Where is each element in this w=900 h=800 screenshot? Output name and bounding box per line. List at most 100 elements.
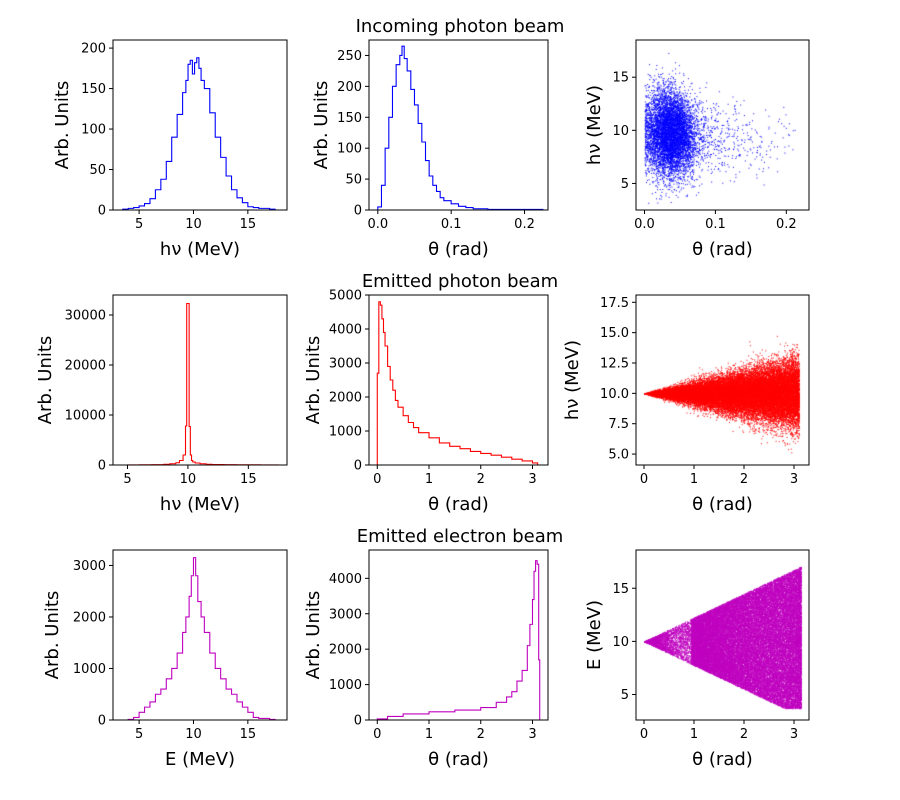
x-tick-label: 0	[640, 727, 648, 742]
x-tick-label: 5	[135, 217, 143, 232]
y-tick-label: 5.0	[608, 448, 629, 463]
y-tick-label: 7.5	[608, 417, 629, 432]
axes-frame	[368, 549, 549, 721]
y-tick-label: 2000	[329, 643, 362, 658]
x-axis-label: E (MeV)	[165, 749, 235, 770]
x-tick-label: 10	[185, 727, 202, 742]
y-tick-label: 100	[81, 123, 106, 138]
y-tick-label: 200	[337, 80, 362, 95]
x-tick-label: 15	[240, 727, 257, 742]
x-tick-label: 2	[740, 727, 748, 742]
scatter-points	[636, 40, 809, 210]
x-tick-label: 2	[477, 472, 485, 487]
y-axis-label: Arb. Units	[42, 591, 63, 680]
y-axis-label: hν (MeV)	[562, 340, 583, 420]
y-tick-label: 20000	[65, 359, 106, 374]
x-tick-label: 15	[240, 217, 257, 232]
axes-frame	[368, 39, 549, 211]
y-tick-label: 0	[98, 459, 106, 474]
y-tick-label: 0	[354, 459, 362, 474]
x-tick-label: 0.0	[634, 217, 655, 232]
x-tick-label: 0	[640, 472, 648, 487]
x-tick-label: 1	[690, 472, 698, 487]
y-axis-label: Arb. Units	[52, 81, 73, 170]
y-tick-label: 0	[354, 204, 362, 219]
chart-p13: 0.0 0.1 0.2 5 10 15 θ (rad) hν (MeV)	[584, 39, 810, 260]
y-tick-label: 15.0	[600, 326, 629, 341]
y-tick-label: 0	[98, 714, 106, 729]
chart-p32: 0 1 2 3 0 1000 2000 3000 4000 θ (rad) Arb. Units	[303, 549, 549, 770]
axes-frame	[635, 39, 810, 211]
y-tick-label: 50	[345, 173, 362, 188]
y-tick-label: 4000	[329, 572, 362, 587]
scatter-points	[636, 295, 809, 465]
x-axis-label: hν (MeV)	[160, 494, 240, 515]
y-tick-label: 15	[612, 71, 629, 86]
y-tick-label: 5000	[329, 289, 362, 304]
row-title-emitted-photon: Emitted photon beam	[362, 271, 558, 292]
axes-frame	[635, 549, 810, 721]
y-tick-label: 1000	[329, 678, 362, 693]
y-axis-label: E (MeV)	[584, 600, 605, 670]
chart-p23: 0 1 2 3 5.0 7.5 10.0 12.5 15.0 17.5 θ (rad) hν (MeV…	[562, 294, 810, 515]
y-tick-label: 3000	[329, 357, 362, 372]
x-axis-label: θ (rad)	[428, 239, 489, 260]
y-tick-label: 10	[612, 124, 629, 139]
y-tick-label: 50	[89, 163, 106, 178]
x-axis-label: θ (rad)	[428, 494, 489, 515]
y-tick-label: 10	[612, 635, 629, 650]
x-tick-label: 0	[373, 472, 381, 487]
x-axis-label: θ (rad)	[428, 749, 489, 770]
chart-p21: 5 10 15 0 10000 20000 30000 hν (MeV) Arb. Units	[35, 294, 288, 515]
y-tick-label: 100	[337, 142, 362, 157]
series-line	[377, 45, 544, 210]
y-tick-label: 1000	[73, 662, 106, 677]
y-tick-label: 10.0	[600, 387, 629, 402]
y-tick-label: 2000	[329, 391, 362, 406]
y-tick-label: 17.5	[600, 296, 629, 311]
axes-frame	[635, 294, 810, 466]
y-tick-label: 12.5	[600, 357, 629, 372]
y-tick-label: 5	[621, 688, 629, 703]
x-tick-label: 1	[425, 727, 433, 742]
x-tick-label: 15	[240, 472, 257, 487]
x-tick-label: 0.1	[705, 217, 726, 232]
x-tick-label: 0.2	[514, 217, 535, 232]
x-tick-label: 5	[123, 472, 131, 487]
y-tick-label: 0	[354, 714, 362, 729]
x-tick-label: 5	[135, 727, 143, 742]
axes-frame	[112, 39, 288, 211]
y-tick-label: 1000	[329, 425, 362, 440]
x-axis-label: hν (MeV)	[160, 239, 240, 260]
y-axis-label: Arb. Units	[303, 591, 324, 680]
chart-p33: 0 1 2 3 5 10 15 θ (rad) E (MeV)	[584, 549, 810, 770]
x-axis-label: θ (rad)	[692, 239, 753, 260]
axes-frame	[112, 549, 288, 721]
x-tick-label: 3	[528, 727, 536, 742]
series-line	[376, 301, 539, 465]
row-title-incoming: Incoming photon beam	[356, 16, 565, 37]
y-tick-label: 0	[98, 204, 106, 219]
axes-frame	[112, 294, 288, 466]
chart-p12: 0.0 0.1 0.2 0 50 100 150 200 250 θ (rad) Arb. Unit…	[311, 39, 549, 260]
series-line	[126, 302, 280, 466]
y-tick-label: 150	[81, 82, 106, 97]
scatter-points	[636, 550, 809, 720]
y-axis-label: Arb. Units	[35, 336, 56, 425]
y-tick-label: 3000	[329, 607, 362, 622]
y-axis-label: hν (MeV)	[584, 85, 605, 165]
y-tick-label: 150	[337, 111, 362, 126]
x-tick-label: 10	[180, 472, 197, 487]
x-tick-label: 0.2	[776, 217, 797, 232]
y-tick-label: 250	[337, 49, 362, 64]
series-line	[122, 57, 276, 210]
axes-frame	[368, 294, 549, 466]
y-axis-label: Arb. Units	[311, 81, 332, 170]
y-tick-label: 10000	[65, 409, 106, 424]
x-tick-label: 3	[790, 472, 798, 487]
series-line	[376, 560, 541, 720]
x-tick-label: 1	[690, 727, 698, 742]
x-tick-label: 0.1	[441, 217, 462, 232]
